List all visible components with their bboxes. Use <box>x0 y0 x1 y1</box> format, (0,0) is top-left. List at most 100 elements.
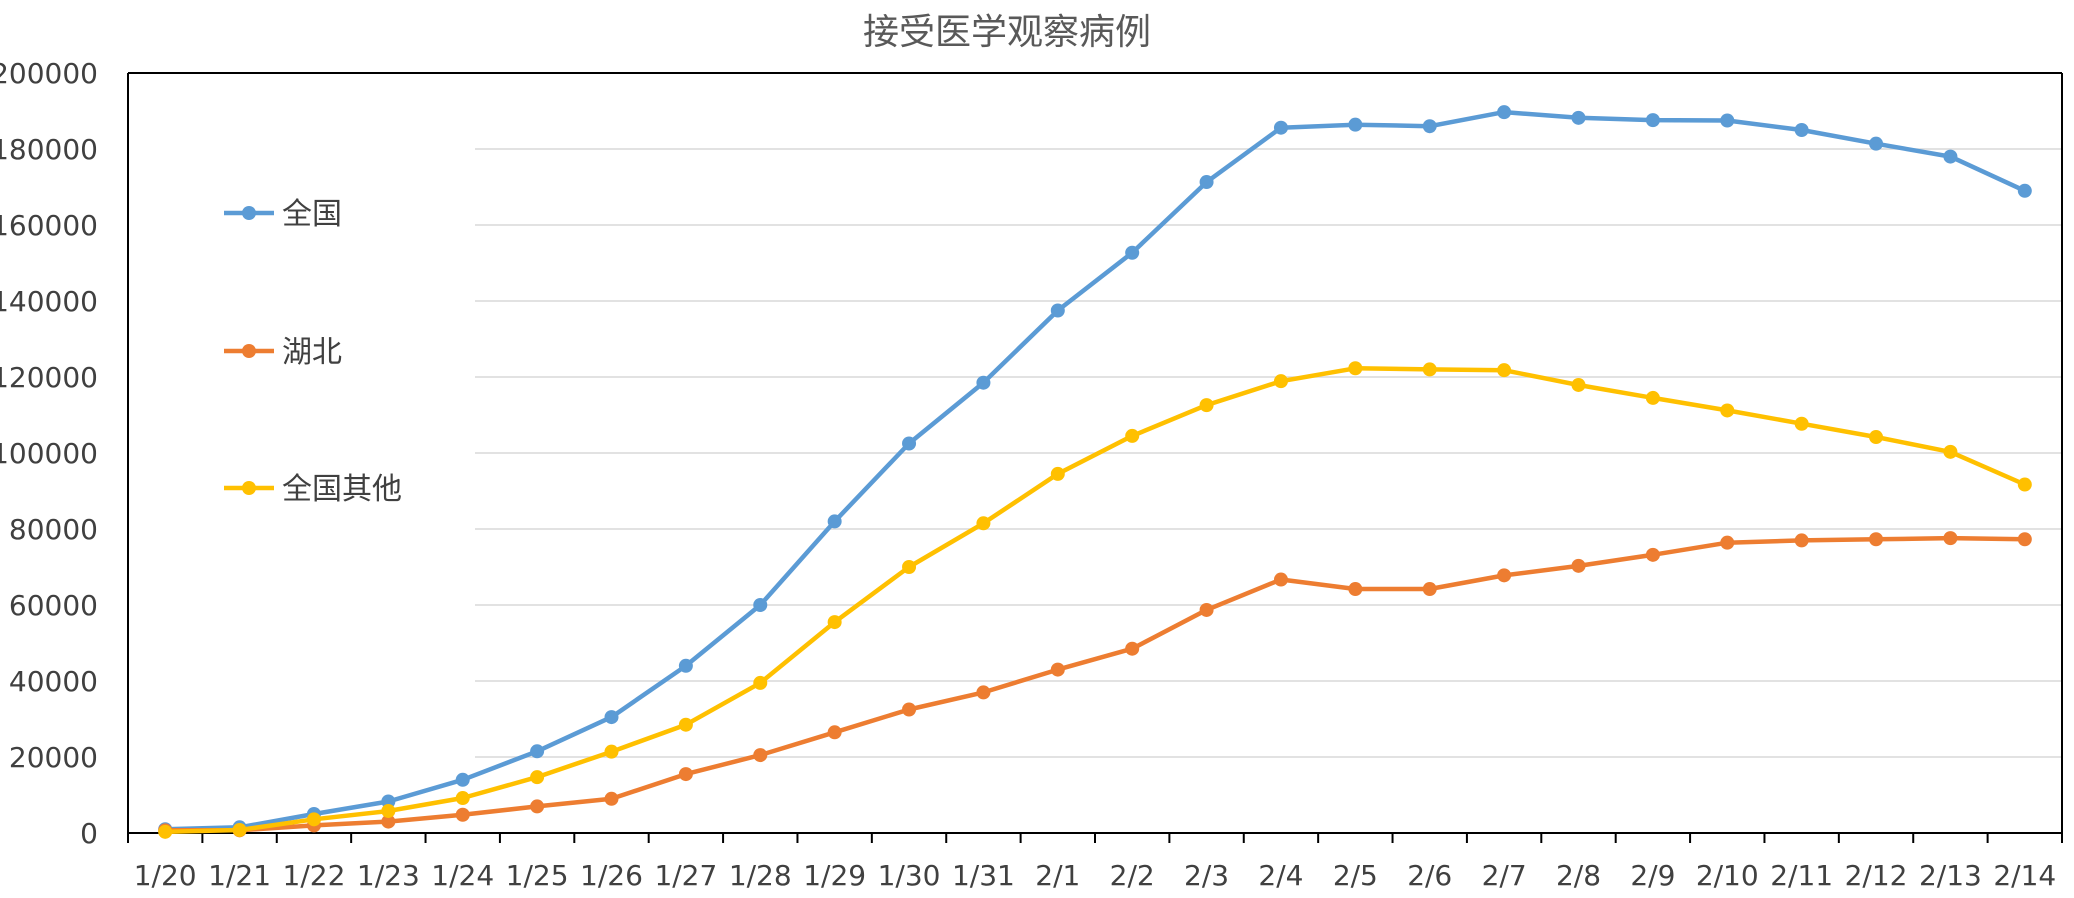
y-tick-label: 120000 <box>0 361 98 394</box>
x-tick-label: 1/20 <box>134 859 197 892</box>
data-point <box>1720 113 1735 128</box>
data-point <box>976 375 991 390</box>
data-point <box>976 516 991 531</box>
x-tick-label: 1/28 <box>729 859 792 892</box>
data-point <box>530 744 545 759</box>
data-point <box>678 717 693 732</box>
y-tick-label: 20000 <box>9 741 98 774</box>
x-tick-label: 2/14 <box>1993 859 2056 892</box>
data-point <box>455 807 470 822</box>
x-tick-label: 2/12 <box>1845 859 1908 892</box>
x-tick-label: 1/29 <box>803 859 866 892</box>
data-point <box>1199 602 1214 617</box>
data-point <box>1125 245 1140 260</box>
x-tick-label: 1/26 <box>580 859 643 892</box>
x-tick-label: 2/13 <box>1919 859 1982 892</box>
x-tick-label: 2/11 <box>1770 859 1833 892</box>
x-tick-label: 2/3 <box>1184 859 1229 892</box>
y-tick-label: 200000 <box>0 57 98 90</box>
data-point <box>1645 547 1660 562</box>
data-point <box>1943 531 1958 546</box>
data-point <box>1273 120 1288 135</box>
y-tick-label: 180000 <box>0 133 98 166</box>
data-point <box>1497 105 1512 120</box>
data-point <box>827 514 842 529</box>
data-point <box>1720 535 1735 550</box>
legend-label: 全国 <box>282 197 342 232</box>
data-point <box>1794 416 1809 431</box>
data-point <box>1571 377 1586 392</box>
series-1 <box>158 105 2032 837</box>
legend-label: 湖北 <box>282 335 342 370</box>
data-point <box>455 791 470 806</box>
series-layer <box>158 105 2032 839</box>
data-point <box>1869 430 1884 445</box>
y-tick-label: 40000 <box>9 665 98 698</box>
series-line <box>165 366 2026 835</box>
legend-swatch-marker <box>242 206 256 220</box>
data-point <box>1571 110 1586 125</box>
data-point <box>1050 662 1065 677</box>
data-point <box>1348 361 1363 376</box>
x-tick-label: 2/9 <box>1630 859 1675 892</box>
legend-swatch-marker <box>242 481 256 495</box>
data-point <box>2017 183 2032 198</box>
series-3 <box>158 361 2032 839</box>
data-point <box>1348 582 1363 597</box>
data-point <box>1794 533 1809 548</box>
data-point <box>604 710 619 725</box>
grid <box>475 72 2062 758</box>
data-point <box>2017 532 2032 547</box>
data-point <box>1273 572 1288 587</box>
data-point <box>902 560 917 574</box>
data-point <box>381 803 396 818</box>
x-tick-label: 2/1 <box>1035 859 1080 892</box>
data-point <box>1199 175 1214 190</box>
data-point <box>902 702 917 717</box>
y-tick-label: 80000 <box>9 513 98 546</box>
data-point <box>1943 149 1958 164</box>
data-point <box>381 814 396 829</box>
data-point <box>1794 123 1809 137</box>
x-tick-label: 2/6 <box>1407 859 1452 892</box>
data-point <box>1497 568 1512 583</box>
chart-title: 接受医学观察病例 <box>863 12 1151 53</box>
x-tick-label: 1/24 <box>431 859 494 892</box>
x-tick-label: 1/30 <box>878 859 941 892</box>
legend-item: 全国 <box>224 197 342 232</box>
x-tick-label: 1/23 <box>357 859 420 892</box>
legend-item: 全国其他 <box>224 472 402 507</box>
data-point <box>1199 398 1214 413</box>
y-tick-label: 60000 <box>9 589 98 622</box>
data-point <box>902 436 917 451</box>
y-tick-label: 160000 <box>0 209 98 242</box>
data-point <box>976 685 991 700</box>
data-point <box>753 598 768 612</box>
x-tick-label: 1/21 <box>208 859 271 892</box>
data-point <box>1422 362 1437 377</box>
legend-item: 湖北 <box>224 335 342 370</box>
data-point <box>2017 477 2032 492</box>
data-point <box>827 615 842 630</box>
data-point <box>1050 466 1065 481</box>
y-tick-label: 100000 <box>0 437 98 470</box>
x-tick-label: 1/25 <box>506 859 569 892</box>
data-point <box>1273 374 1288 389</box>
x-tick-label: 1/22 <box>283 859 346 892</box>
axes: 0 20000 40000 60000 80000 100000 120000 140000 1… <box>0 57 2063 892</box>
data-point <box>455 772 470 787</box>
data-point <box>1422 119 1437 134</box>
data-point <box>827 725 842 740</box>
data-point <box>1125 428 1140 443</box>
data-point <box>1050 303 1065 318</box>
x-tick-label: 1/31 <box>952 859 1015 892</box>
x-tick-label: 2/5 <box>1333 859 1378 892</box>
data-point <box>1869 532 1884 547</box>
x-tick-label: 2/10 <box>1696 859 1759 892</box>
data-point <box>1943 444 1958 459</box>
x-tick-label: 1/27 <box>654 859 717 892</box>
data-point <box>753 748 768 763</box>
data-point <box>1869 136 1884 151</box>
